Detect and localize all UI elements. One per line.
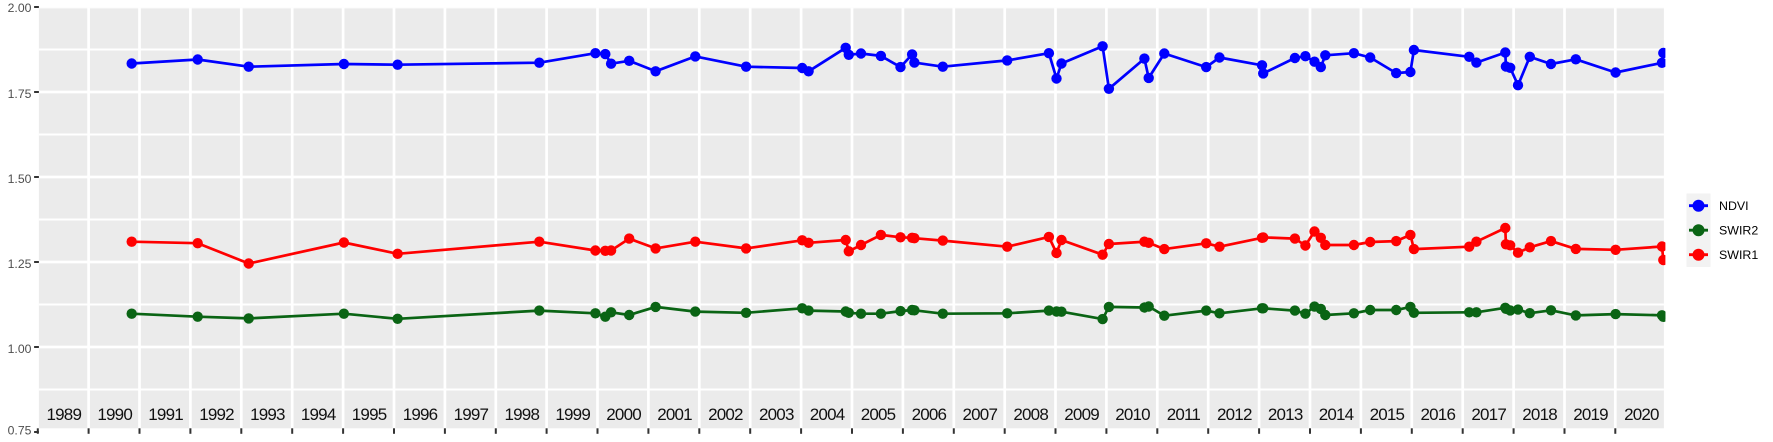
svg-text:1994: 1994: [301, 405, 336, 424]
svg-text:1990: 1990: [97, 405, 132, 424]
svg-text:1.50: 1.50: [8, 172, 32, 186]
svg-text:2003: 2003: [759, 405, 794, 424]
svg-text:1.75: 1.75: [8, 87, 32, 101]
svg-text:2018: 2018: [1522, 405, 1557, 424]
svg-text:2012: 2012: [1217, 405, 1252, 424]
svg-text:2009: 2009: [1064, 405, 1099, 424]
svg-text:SWIR1: SWIR1: [1719, 248, 1758, 262]
svg-text:1995: 1995: [352, 405, 387, 424]
svg-text:2010: 2010: [1115, 405, 1150, 424]
svg-text:1991: 1991: [148, 405, 183, 424]
svg-text:2019: 2019: [1573, 405, 1608, 424]
svg-text:2004: 2004: [810, 405, 845, 424]
svg-text:2014: 2014: [1319, 405, 1354, 424]
svg-text:NDVI: NDVI: [1719, 199, 1749, 213]
svg-text:1989: 1989: [46, 405, 81, 424]
svg-text:2017: 2017: [1471, 405, 1506, 424]
svg-text:1.00: 1.00: [8, 342, 32, 356]
svg-text:0.75: 0.75: [8, 423, 32, 437]
svg-text:1999: 1999: [555, 405, 590, 424]
svg-text:2008: 2008: [1013, 405, 1048, 424]
svg-text:2020: 2020: [1624, 405, 1659, 424]
svg-text:2011: 2011: [1167, 405, 1201, 424]
svg-text:2015: 2015: [1370, 405, 1405, 424]
svg-text:1993: 1993: [250, 405, 285, 424]
svg-text:1996: 1996: [403, 405, 438, 424]
svg-text:2000: 2000: [606, 405, 641, 424]
svg-text:2006: 2006: [912, 405, 947, 424]
svg-text:1997: 1997: [454, 405, 489, 424]
svg-text:1998: 1998: [504, 405, 539, 424]
svg-text:2016: 2016: [1420, 405, 1455, 424]
svg-text:1992: 1992: [199, 405, 234, 424]
svg-text:2005: 2005: [861, 405, 896, 424]
svg-text:2001: 2001: [657, 405, 692, 424]
svg-text:2002: 2002: [708, 405, 743, 424]
svg-text:2013: 2013: [1268, 405, 1303, 424]
svg-text:2.00: 2.00: [8, 1, 32, 15]
svg-text:SWIR2: SWIR2: [1719, 224, 1758, 238]
svg-text:1.25: 1.25: [8, 257, 32, 271]
svg-text:2007: 2007: [962, 405, 997, 424]
